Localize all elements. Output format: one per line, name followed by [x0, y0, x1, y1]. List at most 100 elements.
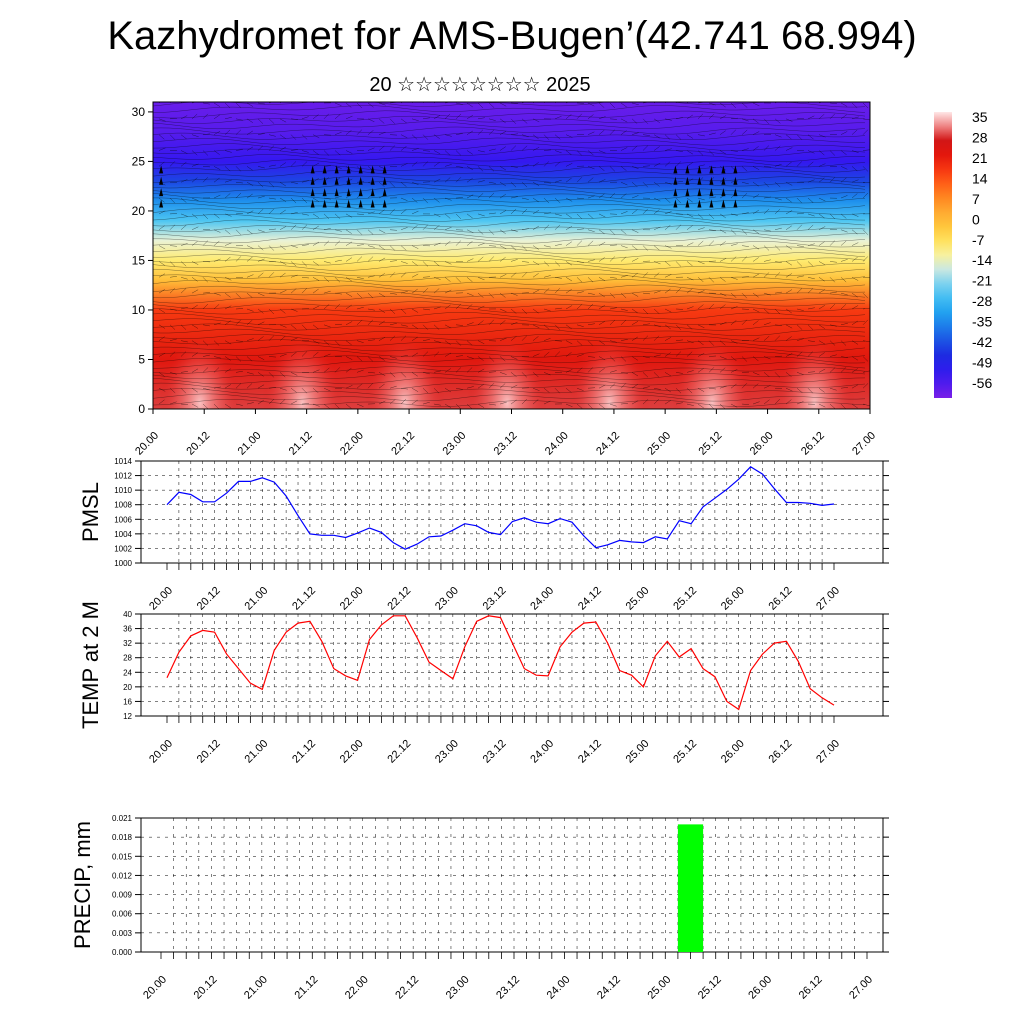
wind-barb [741, 129, 748, 135]
wind-arrow [685, 188, 690, 197]
temp-y-axis-label: TEMP at 2 M [78, 601, 103, 729]
wind-streamline [153, 186, 866, 195]
wind-barb [719, 258, 727, 262]
wind-barb [697, 277, 704, 283]
wind-barb [378, 356, 385, 361]
wind-barb [752, 229, 760, 234]
wind-barb [543, 224, 550, 230]
wind-barb [169, 161, 176, 167]
wind-barb [499, 257, 506, 262]
wind-barb [158, 324, 166, 329]
pmsl-y-axis-label: PMSL [78, 482, 103, 542]
wind-barb [488, 102, 495, 108]
wind-barb [411, 181, 419, 185]
wind-streamline [153, 241, 866, 249]
wind-barb [279, 162, 287, 167]
wind-barb [433, 277, 441, 280]
wind-barb [785, 399, 792, 405]
wind-barb [312, 197, 320, 202]
wind-barb [554, 340, 562, 342]
wind-barb [532, 308, 539, 314]
wind-barb [301, 213, 309, 216]
pmsl-x-tick-label: 27.00 [814, 585, 842, 613]
wind-barb [499, 193, 506, 199]
wind-barb [774, 245, 781, 251]
wind-barb [499, 274, 507, 278]
wind-barb [290, 149, 298, 151]
wind-barb [642, 272, 649, 278]
wind-barb [367, 319, 374, 325]
precip-x-tick-label: 21.00 [242, 974, 270, 1002]
wind-barb [389, 308, 396, 315]
wind-barb [642, 118, 649, 124]
wind-barb [455, 403, 462, 409]
wind-barb [444, 261, 452, 265]
wind-barb [653, 226, 661, 230]
heatmap-y-tick-label: 5 [138, 352, 145, 366]
wind-barb [246, 229, 253, 235]
wind-barb [609, 370, 617, 373]
wind-barb [323, 150, 330, 156]
wind-barb [730, 129, 737, 135]
wind-barb [521, 261, 529, 263]
wind-barb [840, 131, 848, 135]
temp-x-tick-label: 22.12 [385, 738, 413, 766]
wind-barb [191, 387, 198, 393]
wind-barb [840, 323, 848, 326]
precip-bar [677, 824, 704, 952]
wind-barb [224, 150, 232, 153]
wind-barb [290, 211, 298, 215]
wind-barb [774, 163, 782, 167]
wind-barb [510, 182, 517, 188]
wind-barb [752, 292, 759, 298]
wind-barb [158, 372, 165, 377]
wind-barb [796, 197, 803, 204]
wind-barb [488, 292, 495, 299]
pmsl-x-tick-label: 21.12 [290, 585, 318, 613]
wind-barb [378, 336, 386, 341]
wind-barb [818, 368, 826, 373]
wind-barb [279, 272, 286, 278]
wind-barb [576, 177, 583, 183]
precip-x-tick-label: 25.12 [696, 974, 724, 1002]
wind-barb [763, 259, 771, 262]
wind-barb [433, 340, 441, 343]
wind-barb [411, 261, 418, 266]
wind-barb [158, 197, 165, 203]
wind-barb [466, 213, 473, 219]
wind-barb [796, 372, 804, 375]
wind-barb [719, 340, 726, 346]
wind-barb [620, 292, 627, 299]
wind-barb [411, 197, 418, 203]
wind-barb [213, 166, 221, 170]
wind-barb [708, 403, 715, 409]
wind-barb [433, 351, 440, 357]
wind-barb [499, 130, 507, 135]
wind-barb [334, 323, 342, 326]
wind-barb [345, 304, 352, 310]
wind-barb [829, 150, 836, 156]
wind-barb [631, 132, 639, 135]
temp-x-tick-label: 20.12 [195, 738, 223, 766]
wind-barb [477, 243, 485, 246]
wind-barb [444, 134, 452, 137]
wind-barb [191, 324, 199, 329]
wind-barb [818, 102, 823, 104]
wind-barb [477, 340, 485, 345]
wind-streamline [153, 137, 866, 146]
pmsl-x-tick-label: 23.00 [433, 585, 461, 613]
wind-barb [510, 321, 518, 326]
wind-barb [818, 305, 826, 310]
wind-barb [565, 102, 570, 104]
wind-barb [752, 182, 759, 187]
wind-barb [389, 323, 397, 326]
wind-barb [543, 288, 550, 294]
wind-barb [598, 320, 606, 326]
wind-barb [829, 177, 836, 183]
temp-x-tick-label: 27.00 [814, 738, 842, 766]
wind-barb [180, 324, 187, 330]
wind-barb [774, 291, 782, 294]
wind-barb [378, 308, 386, 313]
wind-barb [466, 194, 474, 199]
wind-barb [444, 226, 452, 230]
